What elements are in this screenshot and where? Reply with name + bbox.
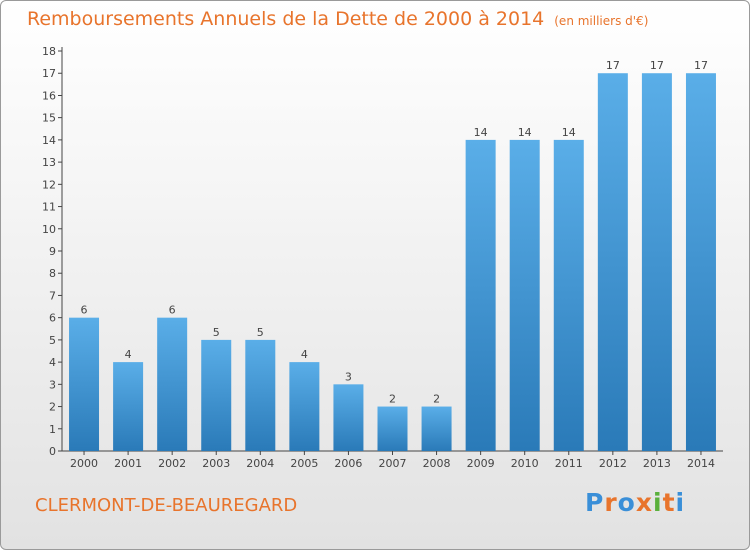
bar xyxy=(377,406,408,451)
y-tick-label: 18 xyxy=(42,45,56,58)
bar xyxy=(245,339,276,451)
bar-value-label: 14 xyxy=(518,126,532,139)
unit-label: (en milliers d'€) xyxy=(554,14,649,28)
bar xyxy=(509,139,540,451)
title-text: Remboursements Annuels de la Dette de 20… xyxy=(27,8,545,30)
commune-name: CLERMONT-DE-BEAUREGARD xyxy=(35,495,298,516)
logo-letter: P xyxy=(585,488,605,517)
bar-value-label: 5 xyxy=(213,326,220,339)
logo-letter: i xyxy=(653,488,663,517)
logo-letter: x xyxy=(635,488,653,517)
y-tick-label: 7 xyxy=(49,289,56,302)
y-tick-label: 6 xyxy=(49,312,56,325)
bar-value-label: 3 xyxy=(345,370,352,383)
bar-value-label: 6 xyxy=(169,304,176,317)
bar-value-label: 17 xyxy=(694,59,708,72)
x-tick-label: 2013 xyxy=(643,457,671,470)
bar-value-label: 2 xyxy=(433,393,440,406)
y-tick-label: 2 xyxy=(49,401,56,414)
bar-value-label: 17 xyxy=(650,59,664,72)
bar xyxy=(69,317,100,451)
bar xyxy=(333,384,364,451)
bar-value-label: 14 xyxy=(474,126,488,139)
y-tick-label: 10 xyxy=(42,223,56,236)
y-tick-label: 14 xyxy=(42,134,56,147)
bar-value-label: 4 xyxy=(125,348,132,361)
y-tick-label: 5 xyxy=(49,334,56,347)
bar xyxy=(201,339,232,451)
logo-letter: i xyxy=(675,488,686,517)
x-tick-label: 2003 xyxy=(202,457,230,470)
y-tick-label: 4 xyxy=(49,356,56,369)
bar-value-label: 17 xyxy=(606,59,620,72)
x-tick-label: 2011 xyxy=(555,457,583,470)
x-tick-label: 2000 xyxy=(70,457,98,470)
x-tick-label: 2004 xyxy=(246,457,274,470)
bar xyxy=(685,73,716,451)
x-tick-label: 2006 xyxy=(334,457,362,470)
x-tick-label: 2010 xyxy=(511,457,539,470)
x-tick-label: 2007 xyxy=(379,457,407,470)
bar xyxy=(421,406,452,451)
x-tick-label: 2002 xyxy=(158,457,186,470)
y-tick-label: 1 xyxy=(49,423,56,436)
bar-value-label: 14 xyxy=(562,126,576,139)
y-tick-label: 12 xyxy=(42,178,56,191)
bar-value-label: 2 xyxy=(389,393,396,406)
y-tick-label: 16 xyxy=(42,89,56,102)
x-tick-label: 2005 xyxy=(290,457,318,470)
chart-title: Remboursements Annuels de la Dette de 20… xyxy=(27,8,648,30)
logo-letter: r xyxy=(604,488,618,517)
bar-value-label: 5 xyxy=(257,326,264,339)
bar-value-label: 4 xyxy=(301,348,308,361)
bar xyxy=(553,139,584,451)
y-tick-label: 0 xyxy=(49,445,56,458)
x-tick-label: 2001 xyxy=(114,457,142,470)
y-tick-label: 13 xyxy=(42,156,56,169)
x-tick-label: 2012 xyxy=(599,457,627,470)
x-tick-label: 2014 xyxy=(687,457,715,470)
bar xyxy=(113,362,144,451)
y-tick-label: 17 xyxy=(42,67,56,80)
y-tick-label: 15 xyxy=(42,112,56,125)
proxiti-logo: Proxiti xyxy=(585,488,685,517)
y-tick-label: 11 xyxy=(42,201,56,214)
bar xyxy=(289,362,320,451)
y-tick-label: 9 xyxy=(49,245,56,258)
x-tick-label: 2009 xyxy=(467,457,495,470)
logo-letter: o xyxy=(617,488,636,517)
logo-letter: t xyxy=(662,488,676,517)
bar xyxy=(641,73,672,451)
bar xyxy=(597,73,628,451)
y-tick-label: 8 xyxy=(49,267,56,280)
y-tick-label: 3 xyxy=(49,378,56,391)
bar xyxy=(465,139,496,451)
x-tick-label: 2008 xyxy=(423,457,451,470)
bar xyxy=(157,317,188,451)
bar-value-label: 6 xyxy=(81,304,88,317)
